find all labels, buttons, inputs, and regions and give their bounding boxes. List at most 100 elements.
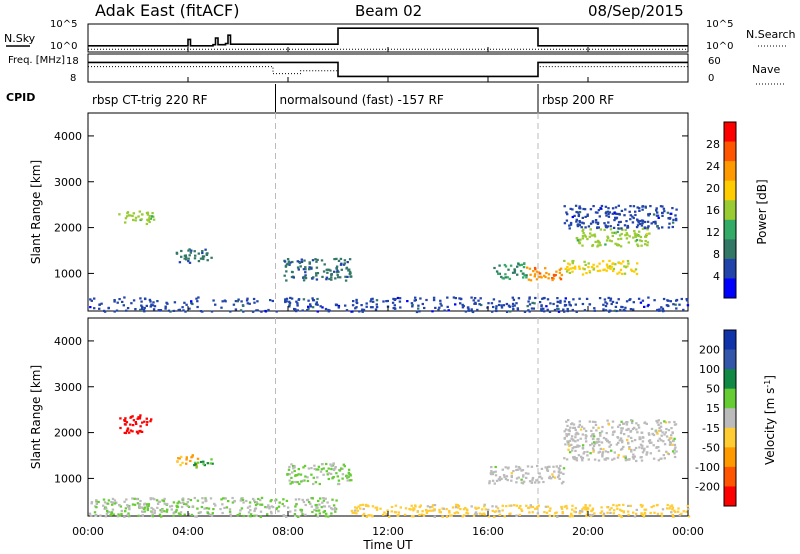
data-cell bbox=[149, 305, 152, 308]
data-cell bbox=[158, 500, 161, 503]
data-cell bbox=[351, 511, 354, 514]
data-cell bbox=[321, 501, 324, 504]
data-cell bbox=[314, 258, 317, 261]
y-tick-label: 1000 bbox=[54, 472, 82, 485]
data-cell bbox=[294, 474, 297, 477]
data-cell bbox=[393, 304, 396, 307]
data-cell bbox=[586, 238, 589, 241]
data-cell bbox=[617, 204, 620, 207]
data-cell bbox=[516, 307, 519, 310]
data-cell bbox=[257, 497, 260, 501]
data-cell bbox=[584, 215, 587, 218]
data-cell bbox=[582, 232, 585, 235]
data-cell bbox=[595, 441, 598, 444]
data-cell bbox=[253, 301, 256, 304]
data-cell bbox=[612, 512, 615, 515]
data-cell bbox=[609, 443, 613, 446]
data-cell bbox=[294, 505, 297, 508]
data-cell bbox=[214, 303, 217, 306]
data-cell bbox=[554, 274, 557, 277]
data-cell bbox=[322, 511, 325, 514]
data-cell bbox=[326, 501, 329, 504]
data-cell bbox=[579, 437, 582, 440]
data-cell bbox=[170, 504, 174, 508]
data-cell bbox=[634, 512, 638, 515]
data-cell bbox=[614, 206, 618, 209]
data-cell bbox=[346, 479, 349, 482]
data-cell bbox=[374, 506, 377, 509]
data-cell bbox=[551, 475, 555, 478]
data-cell bbox=[319, 497, 322, 500]
data-cell bbox=[583, 260, 586, 263]
data-cell bbox=[291, 480, 294, 484]
data-cell bbox=[358, 310, 361, 313]
data-cell bbox=[93, 307, 96, 310]
data-cell bbox=[554, 512, 557, 515]
data-cell bbox=[347, 468, 351, 471]
colorbar-swatch bbox=[724, 330, 736, 351]
data-cell bbox=[313, 508, 316, 511]
data-cell bbox=[175, 504, 178, 508]
data-cell bbox=[312, 482, 315, 486]
data-cell bbox=[294, 509, 297, 512]
data-cell bbox=[658, 309, 661, 312]
data-cell bbox=[332, 462, 335, 466]
data-cell bbox=[542, 480, 545, 484]
data-cell bbox=[289, 482, 292, 485]
data-cell bbox=[293, 469, 296, 473]
data-cell bbox=[131, 424, 135, 427]
data-cell bbox=[622, 455, 625, 458]
data-cell bbox=[601, 452, 604, 455]
data-cell bbox=[648, 433, 651, 436]
data-cell bbox=[607, 423, 611, 426]
data-cell bbox=[515, 514, 518, 517]
data-cell bbox=[621, 447, 624, 450]
data-cell bbox=[287, 262, 290, 265]
data-cell bbox=[195, 464, 198, 467]
data-cell bbox=[575, 237, 579, 240]
data-cell bbox=[616, 436, 620, 439]
data-cell bbox=[110, 512, 113, 515]
data-cell bbox=[629, 504, 632, 507]
data-cell bbox=[607, 266, 610, 269]
data-cell bbox=[601, 451, 605, 454]
data-cell bbox=[641, 222, 644, 225]
data-cell bbox=[135, 497, 139, 501]
data-cell bbox=[597, 226, 600, 229]
data-cell bbox=[624, 266, 628, 269]
data-cell bbox=[185, 303, 188, 306]
data-cell bbox=[491, 473, 494, 476]
data-cell bbox=[495, 307, 498, 310]
data-cell bbox=[89, 298, 92, 301]
data-cell bbox=[625, 232, 628, 235]
data-cell bbox=[664, 431, 667, 434]
data-cell bbox=[357, 505, 360, 508]
data-cell bbox=[124, 217, 128, 220]
data-cell bbox=[294, 308, 297, 311]
data-cell bbox=[665, 450, 668, 453]
data-cell bbox=[615, 309, 618, 313]
data-cell bbox=[113, 300, 116, 303]
freq-label: Freq. [MHz] bbox=[8, 55, 65, 66]
data-cell bbox=[503, 515, 506, 518]
data-cell bbox=[589, 222, 593, 225]
data-cell bbox=[201, 256, 205, 259]
data-cell bbox=[571, 215, 574, 219]
data-cell bbox=[537, 271, 540, 274]
data-cell bbox=[628, 235, 631, 238]
data-cell bbox=[675, 450, 678, 453]
data-cell bbox=[453, 512, 456, 515]
data-cell bbox=[369, 306, 373, 309]
data-cell bbox=[622, 511, 625, 514]
data-cell bbox=[674, 446, 677, 449]
data-cell bbox=[131, 503, 135, 506]
colorbar-swatch bbox=[724, 200, 736, 221]
data-cell bbox=[586, 214, 589, 217]
data-cell bbox=[667, 439, 671, 442]
colorbar-tick: 200 bbox=[699, 344, 720, 357]
data-cell bbox=[615, 216, 619, 219]
data-cell bbox=[578, 423, 581, 426]
data-cell bbox=[629, 308, 633, 311]
data-cell bbox=[583, 208, 587, 211]
data-cell bbox=[527, 300, 530, 303]
